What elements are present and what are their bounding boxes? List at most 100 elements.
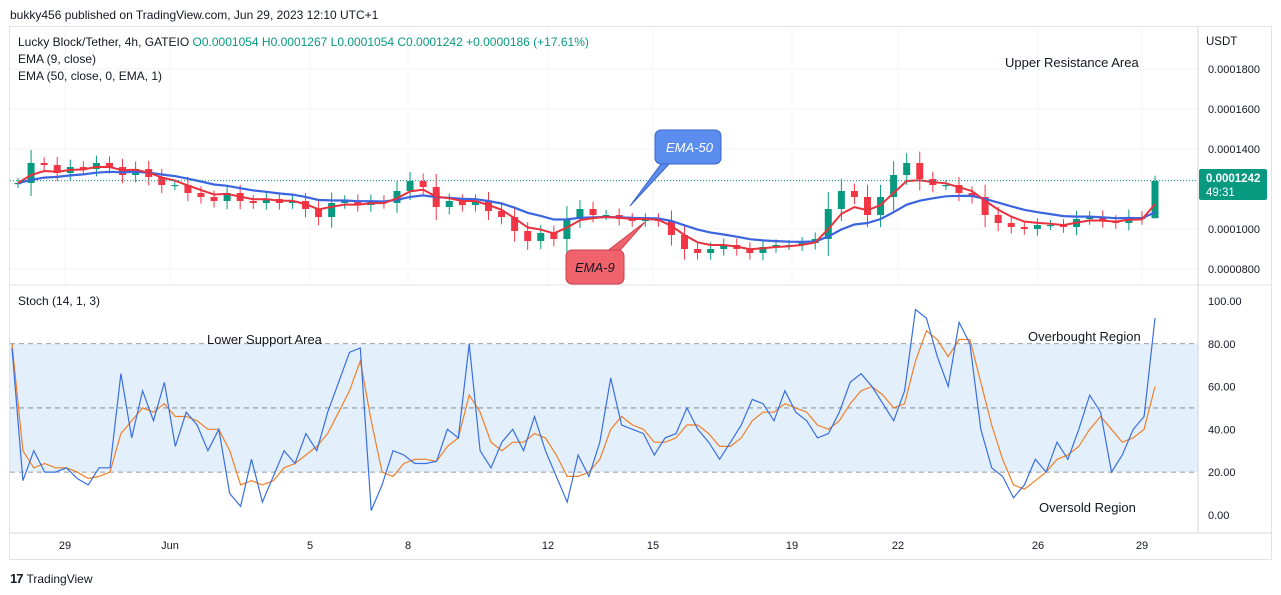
price-tick-label: 0.0001400 xyxy=(1208,144,1260,156)
candle-body xyxy=(40,163,48,165)
candle-body xyxy=(563,219,571,239)
tradingview-logo[interactable]: 17 TradingView xyxy=(10,571,93,586)
stoch-tick-label: 40.00 xyxy=(1208,424,1236,436)
candle-body xyxy=(707,249,715,253)
ema50-line xyxy=(17,170,1156,244)
candle-body xyxy=(576,209,584,219)
lower-support-label: Lower Support Area xyxy=(207,332,323,347)
candle-body xyxy=(903,163,911,175)
candle-body xyxy=(1007,223,1015,227)
time-tick-label: 29 xyxy=(59,540,71,552)
candle-body xyxy=(105,163,113,167)
candle-body xyxy=(850,191,858,197)
candle-body xyxy=(837,191,845,209)
stoch-tick-label: 80.00 xyxy=(1208,339,1236,351)
ema50-callout-text: EMA-50 xyxy=(666,140,714,155)
candle-body xyxy=(1033,225,1041,229)
legend-ema50[interactable]: EMA (50, close, 0, EMA, 1) xyxy=(18,69,163,83)
time-tick-label: 22 xyxy=(892,540,904,552)
candle-body xyxy=(916,163,924,179)
candle-body xyxy=(354,201,362,205)
candle-body xyxy=(197,193,205,197)
candle-body xyxy=(1086,217,1094,219)
last-price-value: 0.0001242 xyxy=(1206,173,1260,185)
candle-body xyxy=(863,197,871,215)
ema9-callout: EMA-9 xyxy=(565,221,646,285)
candle-body xyxy=(445,201,453,207)
candle-body xyxy=(184,185,192,193)
candle-body xyxy=(223,193,231,201)
candles xyxy=(14,150,1159,261)
candle-body xyxy=(694,249,702,253)
legend-ohlc: O0.0001054 H0.0001267 L0.0001054 C0.0001… xyxy=(192,35,589,49)
overbought-label: Overbought Region xyxy=(1028,329,1141,344)
legend-symbol: Lucky Block/Tether, 4h, GATEIO xyxy=(18,35,190,49)
ema9-callout-text: EMA-9 xyxy=(575,260,615,275)
candle-body xyxy=(27,163,35,183)
candle-body xyxy=(315,209,323,217)
currency-label[interactable]: USDT xyxy=(1206,36,1238,48)
candle-body xyxy=(406,181,414,191)
candle-body xyxy=(171,185,179,187)
candle-body xyxy=(994,215,1002,223)
candle-body xyxy=(249,201,257,203)
time-tick-label: 29 xyxy=(1136,540,1148,552)
candle-body xyxy=(419,181,427,187)
chart-legend: Lucky Block/Tether, 4h, GATEIO O0.000105… xyxy=(18,34,589,85)
candle-body xyxy=(498,211,506,217)
candle-body xyxy=(981,197,989,215)
candle-body xyxy=(890,175,898,197)
candle-body xyxy=(393,191,401,203)
candle-body xyxy=(328,203,336,217)
candle-body xyxy=(1020,227,1028,229)
candle-body xyxy=(262,199,270,203)
upper-resistance-label: Upper Resistance Area xyxy=(1005,55,1139,70)
stoch-tick-label: 0.00 xyxy=(1208,510,1229,522)
candle-body xyxy=(942,185,950,187)
candle-body xyxy=(589,209,597,215)
candle-body xyxy=(288,201,296,203)
time-axis-ticks: 29 Jun 5 8 12 15 19 22 26 29 xyxy=(59,540,1148,552)
stoch-legend[interactable]: Stoch (14, 1, 3) xyxy=(18,294,101,308)
candle-body xyxy=(210,197,218,201)
candle-body xyxy=(524,231,532,241)
legend-ema9[interactable]: EMA (9, close) xyxy=(18,52,97,66)
time-tick-label: 19 xyxy=(786,540,798,552)
stoch-axis-ticks: 100.00 80.00 60.00 40.00 20.00 0.00 xyxy=(1208,296,1242,522)
stoch-tick-label: 60.00 xyxy=(1208,382,1236,394)
stoch-tick-label: 20.00 xyxy=(1208,467,1236,479)
time-tick-label: 15 xyxy=(647,540,659,552)
price-tick-label: 0.0001000 xyxy=(1208,224,1260,236)
ema9-line xyxy=(17,165,1156,251)
stoch-k-line xyxy=(11,308,1156,511)
candle-body xyxy=(158,177,166,185)
candle-body xyxy=(746,249,754,253)
legend-symbol-row: Lucky Block/Tether, 4h, GATEIO O0.000105… xyxy=(18,34,589,51)
candle-body xyxy=(955,185,963,193)
candle-body xyxy=(1046,225,1054,227)
candle-body xyxy=(1151,181,1159,219)
candle-body xyxy=(602,215,610,217)
price-axis-ticks: 0.0001800 0.0001600 0.0001400 0.0001000 0.00… xyxy=(1208,64,1260,276)
candle-body xyxy=(824,209,832,239)
oversold-label: Oversold Region xyxy=(1039,500,1136,515)
price-grid xyxy=(10,28,1198,284)
stoch-tick-label: 100.00 xyxy=(1208,296,1242,308)
candle-body xyxy=(14,183,22,185)
chart-frame xyxy=(9,26,1272,560)
candle-body xyxy=(79,167,87,169)
candle-body xyxy=(1099,217,1107,221)
candle-body xyxy=(53,165,61,173)
price-tick-label: 0.0001800 xyxy=(1208,64,1260,76)
candle-body xyxy=(720,245,728,249)
tradingview-logo-text: TradingView xyxy=(26,571,93,586)
last-price-timer: 49:31 xyxy=(1206,187,1235,199)
candle-body xyxy=(458,201,466,205)
time-tick-label: Jun xyxy=(161,540,179,552)
price-tick-label: 0.0001600 xyxy=(1208,104,1260,116)
time-tick-label: 12 xyxy=(542,540,554,552)
time-tick-label: 8 xyxy=(405,540,411,552)
candle-body xyxy=(471,201,479,205)
candle-body xyxy=(537,233,545,241)
